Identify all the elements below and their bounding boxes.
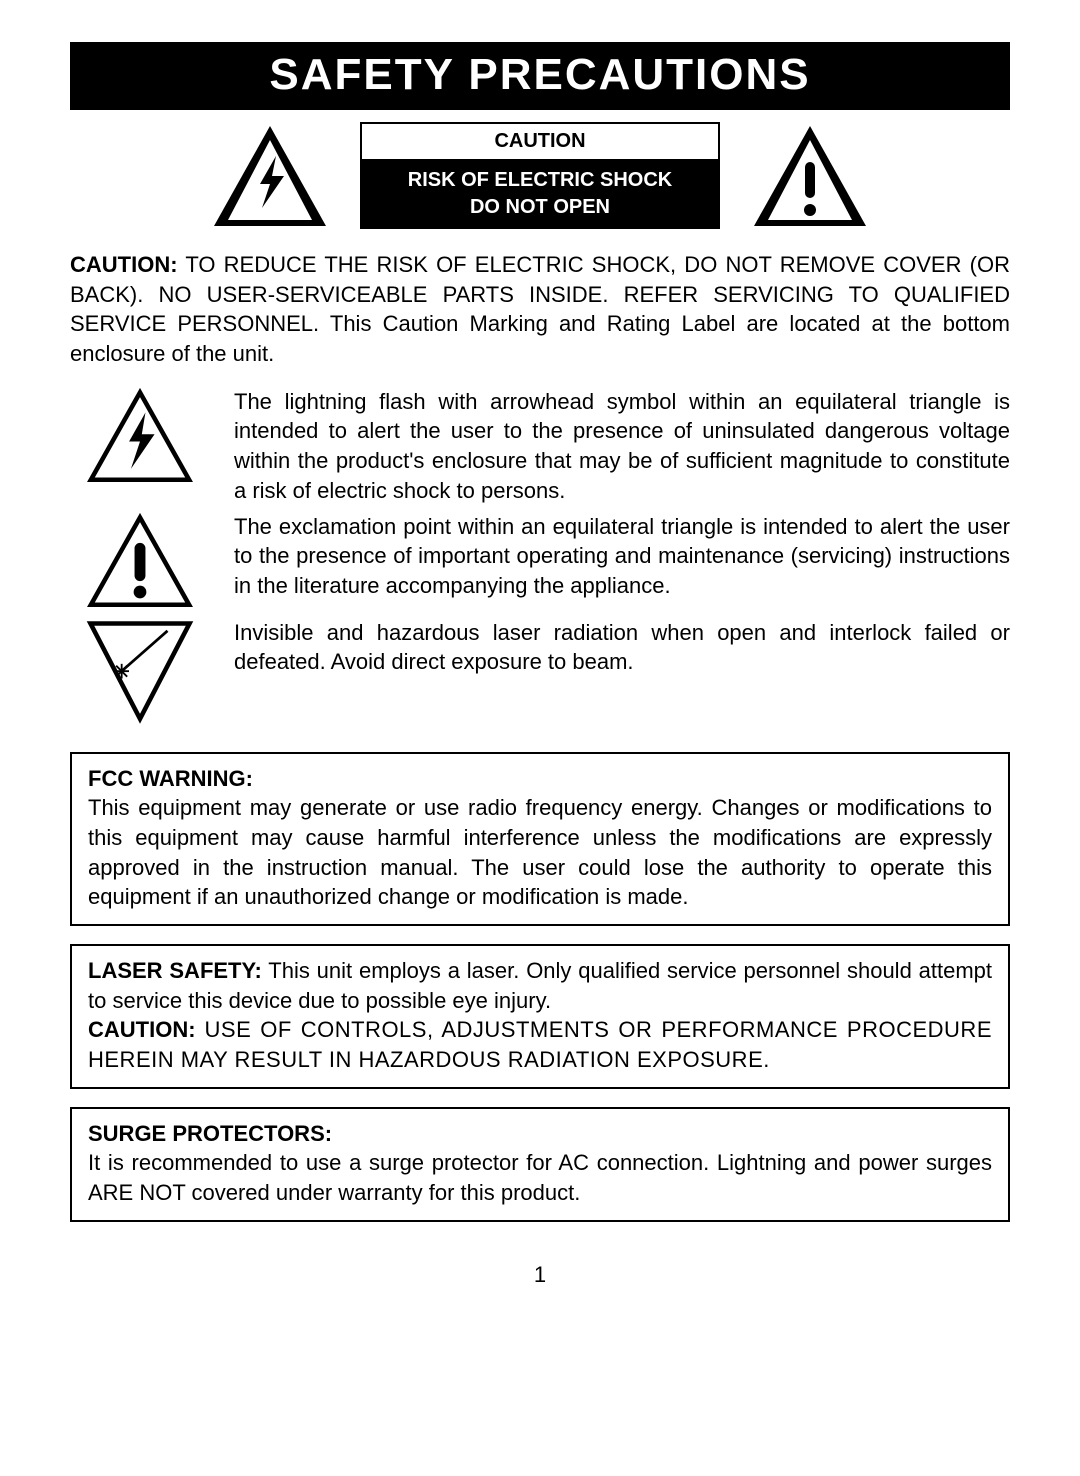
lightning-outline-icon [70,387,210,487]
laser-safety-box: LASER SAFETY: This unit employs a laser.… [70,944,1010,1089]
laser-caution-text: USE OF CONTROLS, ADJUSTMENTS OR PERFORMA… [88,1017,992,1072]
laser-triangle-icon [70,618,210,728]
caution-bold-label: CAUTION: [70,252,178,277]
symbol-row-laser: Invisible and hazardous laser radiation … [70,618,1010,728]
surge-text: It is recommended to use a surge protect… [88,1148,992,1207]
exclamation-outline-icon [70,512,210,612]
page-number: 1 [70,1262,1010,1288]
laser-caution-title: CAUTION: [88,1017,196,1042]
caution-header-row: CAUTION RISK OF ELECTRIC SHOCK DO NOT OP… [70,122,1010,232]
symbol-row-exclamation: The exclamation point within an equilate… [70,512,1010,612]
surge-protectors-box: SURGE PROTECTORS: It is recommended to u… [70,1107,1010,1222]
fcc-warning-box: FCC WARNING: This equipment may generate… [70,752,1010,926]
caution-box-warning: RISK OF ELECTRIC SHOCK DO NOT OPEN [362,161,718,227]
caution-box: CAUTION RISK OF ELECTRIC SHOCK DO NOT OP… [360,122,720,229]
symbol-row-lightning: The lightning flash with arrowhead symbo… [70,387,1010,506]
fcc-warning-text: This equipment may generate or use radio… [88,793,992,912]
laser-description: Invisible and hazardous laser radiation … [234,618,1010,677]
caution-box-label: CAUTION [362,124,718,161]
symbol-descriptions: The lightning flash with arrowhead symbo… [70,387,1010,734]
surge-title: SURGE PROTECTORS: [88,1121,332,1146]
lightning-triangle-icon [210,122,330,232]
lightning-description: The lightning flash with arrowhead symbo… [234,387,1010,506]
exclamation-triangle-icon [750,122,870,232]
exclamation-description: The exclamation point within an equilate… [234,512,1010,601]
fcc-warning-title: FCC WARNING: [88,766,253,791]
page: SAFETY PRECAUTIONS CAUTION RISK OF ELECT… [0,0,1080,1318]
caution-line-1: RISK OF ELECTRIC SHOCK [408,169,672,191]
laser-safety-title: LASER SAFETY: [88,958,262,983]
caution-paragraph: CAUTION: TO REDUCE THE RISK OF ELECTRIC … [70,250,1010,369]
page-title: SAFETY PRECAUTIONS [70,42,1010,110]
caution-paragraph-text: TO REDUCE THE RISK OF ELECTRIC SHOCK, DO… [70,252,1010,366]
caution-line-2: DO NOT OPEN [470,196,610,218]
